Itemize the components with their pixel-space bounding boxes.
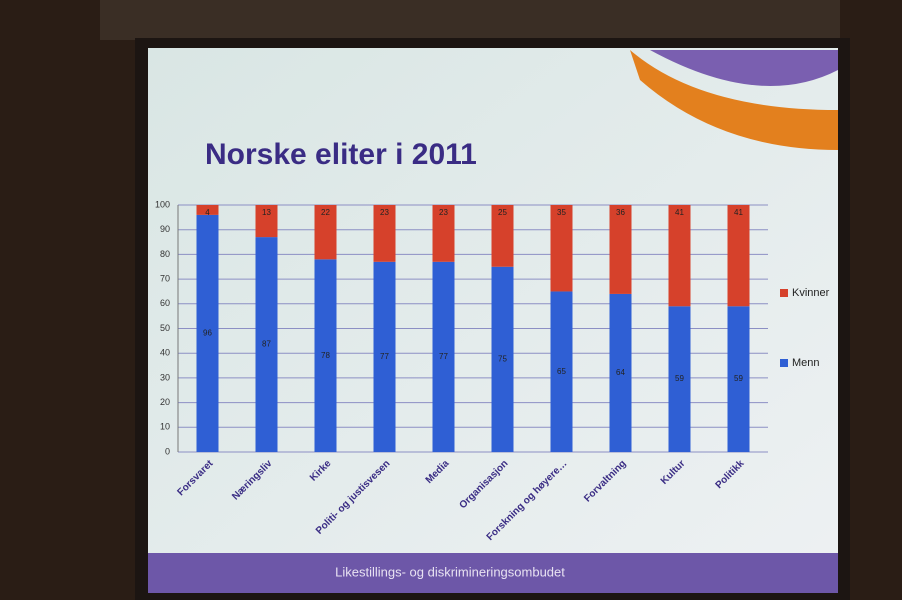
- bar-segment: [314, 259, 337, 452]
- bar-segment: [255, 205, 278, 238]
- y-tick-label: 0: [165, 446, 170, 456]
- data-label: 64: [616, 368, 625, 377]
- bar-segment: [550, 205, 573, 292]
- footer: Likestillings- og diskrimineringsombudet: [335, 564, 565, 579]
- y-tick-label: 30: [160, 372, 170, 382]
- screen-housing: [100, 0, 840, 40]
- bar-segment: [727, 306, 750, 452]
- legend-swatch: [780, 289, 788, 297]
- footer-band: [148, 553, 838, 593]
- bar-segment: [432, 261, 455, 452]
- bar-segment: [314, 205, 337, 260]
- y-tick-label: 50: [160, 323, 170, 333]
- data-label: 65: [557, 367, 566, 376]
- bar-segment: [550, 291, 573, 452]
- data-label: 77: [380, 352, 389, 361]
- decoration: [650, 50, 838, 86]
- bar-segment: [373, 205, 396, 262]
- bar-segment: [727, 205, 750, 307]
- data-label: 13: [262, 208, 271, 217]
- data-label: 59: [734, 374, 743, 383]
- legend-label: Kvinner: [792, 287, 830, 299]
- data-label: 78: [321, 351, 330, 360]
- bar-segment: [432, 205, 455, 262]
- bar-segment: [609, 205, 632, 294]
- legend-swatch: [780, 359, 788, 367]
- data-label: 36: [616, 208, 625, 217]
- data-label: 75: [498, 354, 507, 363]
- bar-segment: [491, 266, 514, 452]
- bar-segment: [255, 237, 278, 452]
- bar-segment: [491, 205, 514, 267]
- decoration: [630, 50, 838, 150]
- data-label: 23: [439, 208, 448, 217]
- y-tick-label: 40: [160, 348, 170, 358]
- y-tick-label: 80: [160, 249, 170, 259]
- data-label: 25: [498, 208, 507, 217]
- bar-segment: [668, 306, 691, 452]
- data-label: 77: [439, 352, 448, 361]
- y-tick-label: 90: [160, 224, 170, 234]
- data-label: 41: [734, 208, 743, 217]
- y-tick-label: 100: [155, 199, 170, 209]
- bar-segment: [196, 205, 219, 215]
- data-label: 87: [262, 340, 271, 349]
- y-tick-label: 20: [160, 397, 170, 407]
- legend-label: Menn: [792, 357, 820, 369]
- data-label: 23: [380, 208, 389, 217]
- data-label: 59: [675, 374, 684, 383]
- chart-title: Norske eliter i 2011: [205, 138, 477, 171]
- y-tick-label: 60: [160, 298, 170, 308]
- bar-segment: [609, 293, 632, 452]
- data-label: 4: [205, 208, 210, 217]
- bar-segment: [373, 261, 396, 452]
- data-label: 96: [203, 329, 212, 338]
- bar-segment: [668, 205, 691, 307]
- bar-segment: [196, 214, 219, 452]
- data-label: 35: [557, 208, 566, 217]
- data-label: 41: [675, 208, 684, 217]
- y-tick-label: 70: [160, 273, 170, 283]
- data-label: 22: [321, 208, 330, 217]
- y-tick-label: 10: [160, 422, 170, 432]
